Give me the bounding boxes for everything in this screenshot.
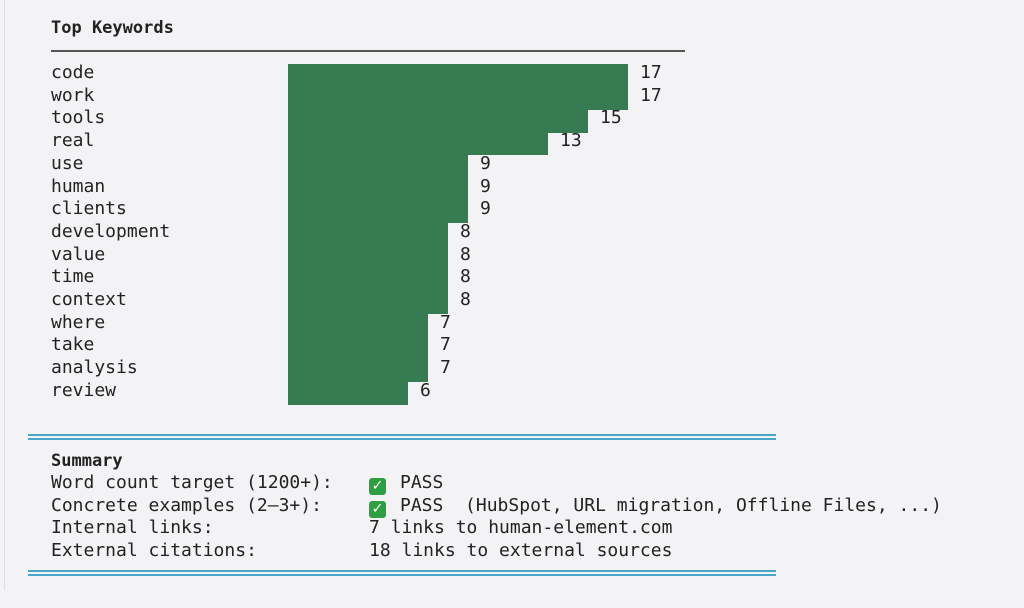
status-text: PASS: [400, 472, 444, 493]
keyword-label: real: [51, 130, 95, 152]
keyword-bar: [288, 200, 468, 224]
check-icon: ✓: [369, 478, 386, 495]
keyword-bar: [288, 313, 428, 337]
summary-value: 7 links to human-element.com: [369, 517, 673, 538]
keyword-bar: [288, 64, 628, 88]
keyword-count: 13: [560, 130, 582, 152]
keyword-label: tools: [51, 107, 106, 129]
keyword-count: 8: [460, 266, 471, 288]
keyword-label: where: [51, 311, 106, 333]
summary-row-external-citations: External citations: 18 links to external…: [51, 540, 672, 608]
summary-label: Word count target (1200+):: [51, 472, 333, 493]
keyword-bar: [288, 359, 428, 383]
keyword-bar: [288, 222, 448, 247]
keyword-count: 6: [420, 379, 431, 401]
keyword-count: 8: [460, 220, 471, 242]
keyword-count: 8: [460, 289, 471, 310]
keyword-label: development: [51, 220, 171, 242]
summary-row-word-count: Word count target (1200+): ✓ PASS: [51, 472, 443, 540]
keyword-count: 15: [600, 107, 622, 129]
keyword-label: work: [51, 84, 95, 106]
page-title: Top Keywords: [51, 18, 174, 38]
summary-label: Concrete examples (2–3+):: [51, 495, 322, 516]
keyword-count: 7: [440, 311, 451, 333]
keyword-count: 7: [440, 334, 451, 356]
keyword-bar: [288, 132, 548, 156]
status-text: PASS: [400, 495, 444, 516]
keyword-count: 8: [460, 243, 471, 265]
keyword-count: 7: [440, 357, 451, 379]
keyword-bar: [288, 268, 448, 292]
summary-top-divider: [28, 434, 776, 440]
keyword-bar: [288, 291, 448, 315]
summary-row-examples: Concrete examples (2–3+): ✓ PASS (HubSpot…: [51, 495, 942, 563]
status-detail: (HubSpot, URL migration, Offline Files, …: [465, 495, 942, 516]
keyword-count: 9: [480, 198, 491, 220]
keyword-label: time: [51, 266, 95, 288]
keyword-label: code: [51, 62, 95, 83]
summary-bottom-divider: [28, 570, 776, 576]
keyword-bar: [288, 245, 448, 269]
keyword-label: value: [51, 243, 106, 265]
keyword-count: 17: [640, 62, 662, 83]
summary-row-internal-links: Internal links: 7 links to human-element…: [51, 517, 672, 585]
keyword-label: take: [51, 334, 95, 356]
keyword-bar: [288, 177, 468, 201]
keyword-count: 9: [480, 175, 491, 197]
keyword-label: human: [51, 175, 106, 197]
summary-value: ✓ PASS (HubSpot, URL migration, Offline F…: [369, 495, 942, 518]
keyword-bar: [288, 381, 408, 405]
summary-value: 18 links to external sources: [369, 540, 673, 561]
keyword-bar: [288, 154, 468, 178]
keyword-count: 9: [480, 152, 491, 174]
keyword-label: review: [51, 379, 117, 401]
summary-label: External citations:: [51, 540, 257, 561]
keyword-bar: [288, 86, 628, 110]
keyword-label: analysis: [51, 357, 138, 379]
keyword-bar-chart: code 17 work 17 tools 15 real 13 use 9 human 9 clien…: [0, 60, 700, 410]
check-icon: ✓: [369, 501, 386, 518]
keyword-bar: [288, 336, 428, 360]
left-border: [4, 0, 5, 590]
summary-title: Summary: [51, 451, 123, 471]
summary-value: ✓ PASS: [369, 472, 443, 495]
summary-label: Internal links:: [51, 517, 214, 538]
keyword-label: use: [51, 152, 84, 174]
keyword-label: clients: [51, 198, 127, 220]
keyword-bar: [288, 109, 588, 133]
keyword-label: context: [51, 289, 127, 310]
keyword-count: 17: [640, 84, 662, 106]
title-divider: [51, 50, 685, 52]
